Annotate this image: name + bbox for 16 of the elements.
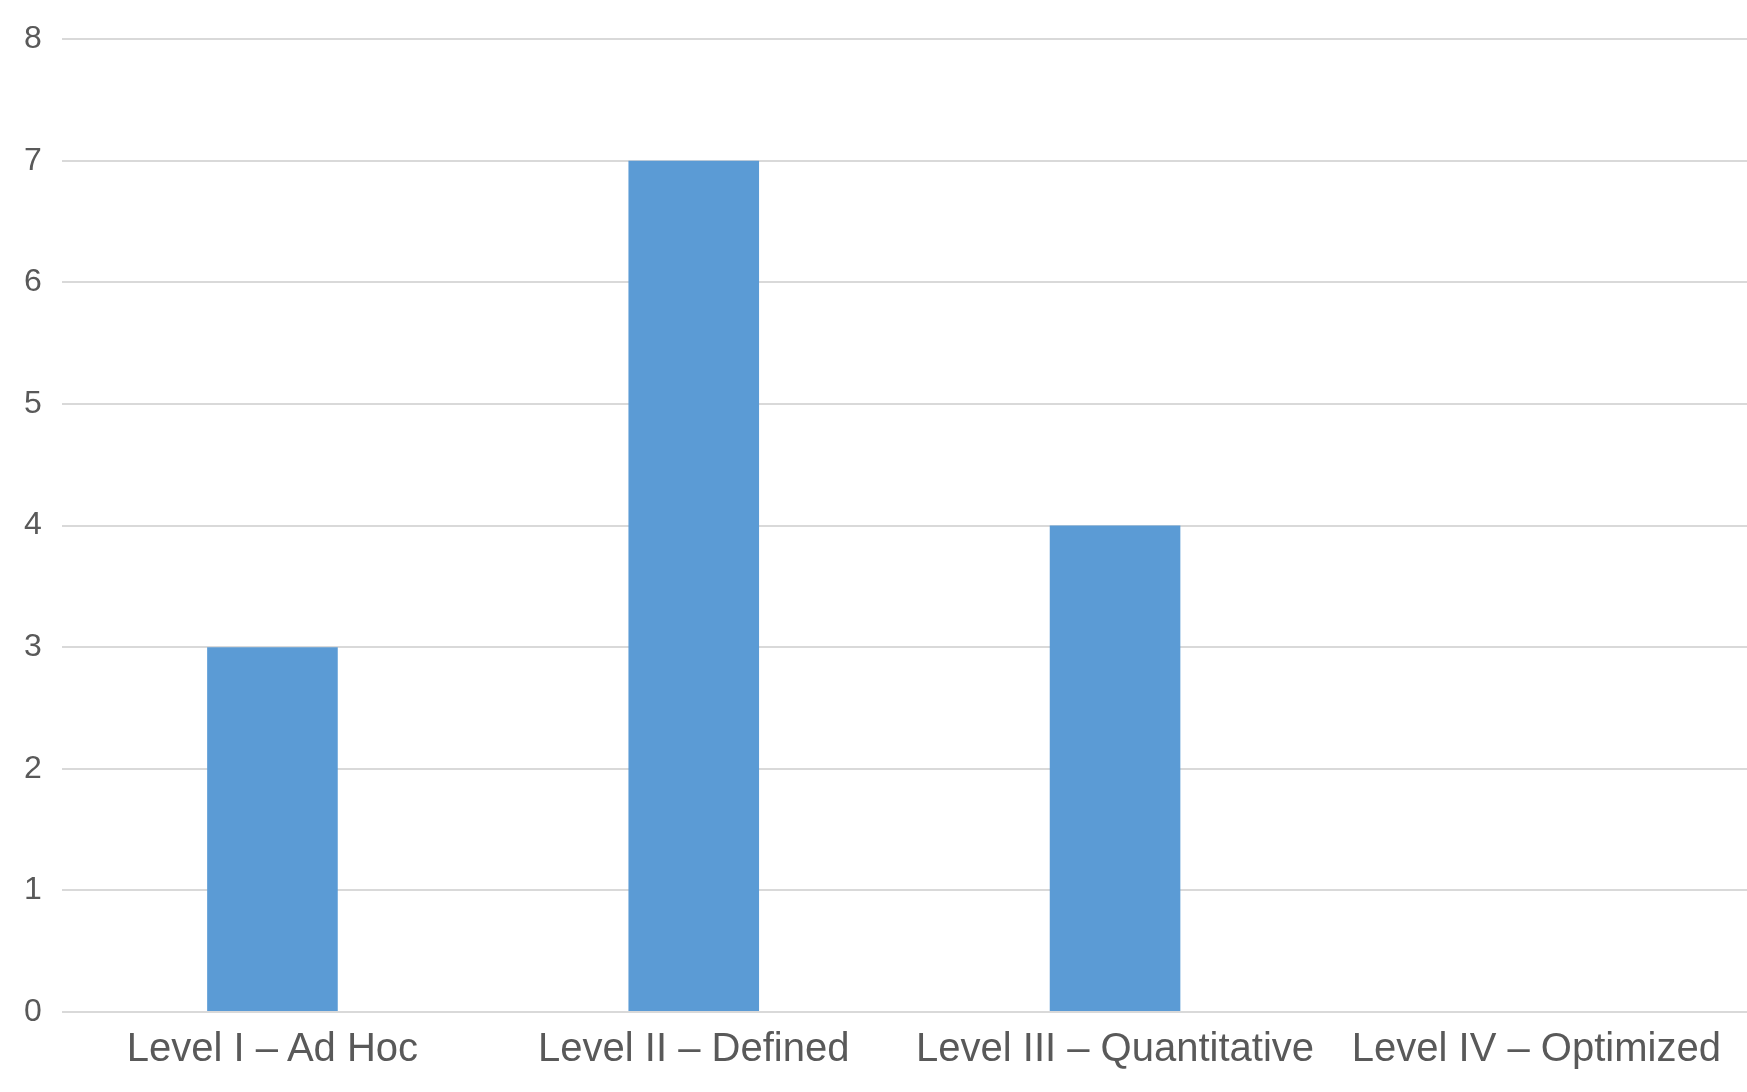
x-tick-label: Level I – Ad Hoc — [126, 1025, 419, 1070]
y-tick-label: 6 — [24, 262, 42, 299]
x-tick-label: Level III – Quantitative — [916, 1025, 1315, 1070]
x-tick-label: Level II – Defined — [538, 1025, 850, 1070]
bar — [628, 160, 760, 1011]
y-tick-label: 2 — [24, 748, 42, 785]
y-tick-label: 3 — [24, 627, 42, 664]
y-tick-label: 1 — [24, 870, 42, 907]
y-tick-label: 0 — [24, 991, 42, 1028]
y-tick-label: 8 — [24, 19, 42, 56]
y-tick-label: 7 — [24, 140, 42, 177]
bar — [1049, 525, 1181, 1011]
bar — [207, 647, 338, 1011]
x-tick-label: Level IV – Optimized — [1351, 1025, 1721, 1070]
y-tick-label: 4 — [24, 505, 42, 542]
y-tick-label: 5 — [24, 383, 42, 420]
